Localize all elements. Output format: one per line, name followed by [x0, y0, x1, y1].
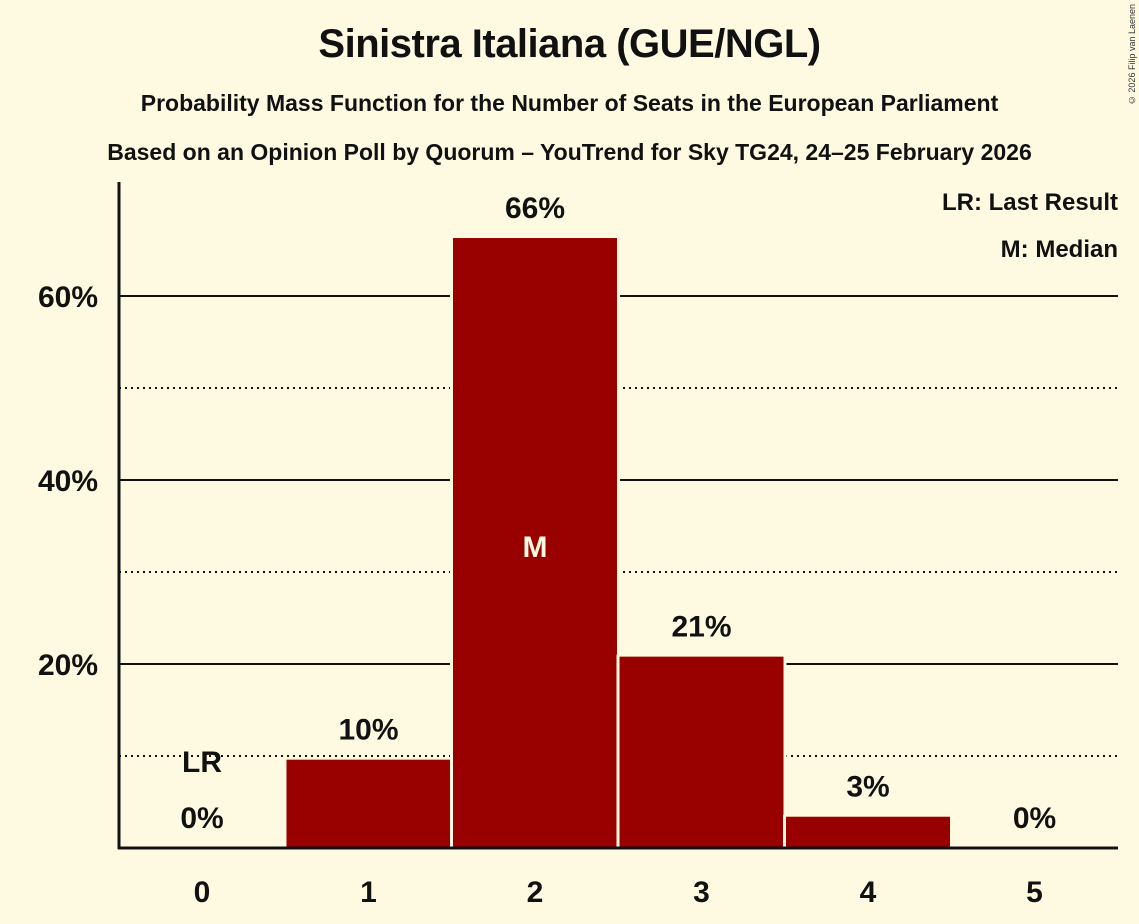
value-label: 66% — [505, 192, 565, 225]
value-label: 21% — [671, 611, 731, 644]
y-tick-label: 60% — [38, 281, 98, 314]
value-label: 0% — [1013, 802, 1056, 835]
chart-source: Based on an Opinion Poll by Quorum – You… — [107, 139, 1032, 165]
axes — [117, 182, 1118, 850]
x-tick-label: 0 — [194, 876, 211, 909]
value-label: 10% — [338, 714, 398, 747]
y-tick-label: 20% — [38, 649, 98, 682]
bar-4 — [786, 816, 950, 848]
legend-last-result: LR: Last Result — [942, 189, 1118, 216]
y-tick-label: 40% — [38, 465, 98, 498]
median-marker: M — [523, 531, 548, 564]
value-label: 0% — [180, 802, 223, 835]
legend-median: M: Median — [1001, 236, 1118, 263]
bars — [283, 236, 953, 849]
x-tick-label: 1 — [360, 876, 377, 909]
bar-2 — [453, 238, 617, 849]
x-tick-label: 4 — [860, 876, 877, 909]
chart-subtitle: Probability Mass Function for the Number… — [140, 90, 999, 116]
x-tick-label: 5 — [1026, 876, 1043, 909]
chart-title: Sinistra Italiana (GUE/NGL) — [318, 22, 821, 66]
value-label: 3% — [846, 771, 889, 804]
x-tick-label: 2 — [527, 876, 544, 909]
bar-3 — [619, 656, 784, 848]
bar-1 — [286, 759, 451, 848]
x-tick-label: 3 — [693, 876, 710, 909]
last-result-marker: LR — [182, 746, 222, 779]
